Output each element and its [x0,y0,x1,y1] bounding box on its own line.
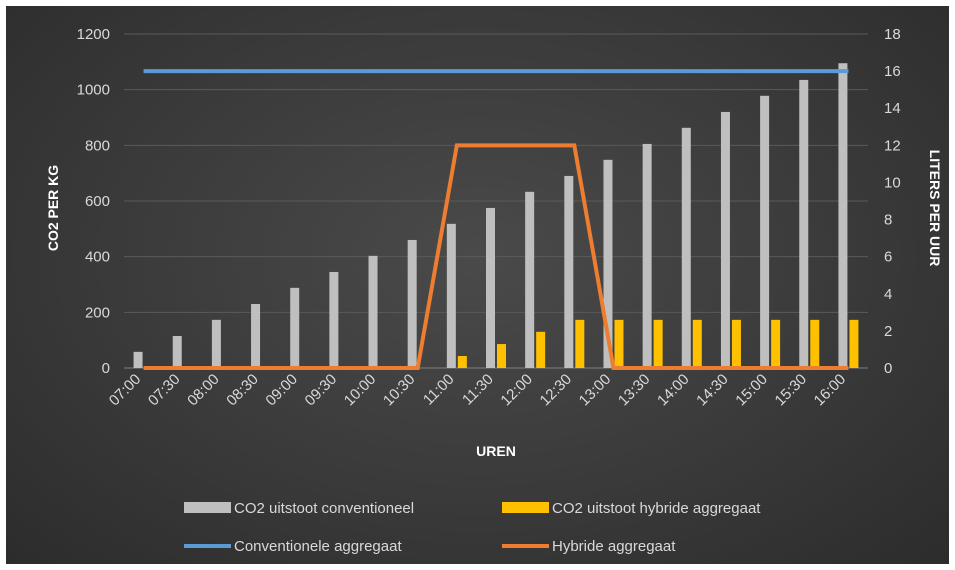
y2-tick-label: 18 [884,26,901,43]
bar-conventioneel [251,303,261,368]
bar-conventioneel [486,207,495,368]
bar-conventioneel [603,159,613,368]
y2-tick-label: 4 [884,286,892,303]
bar-conventioneel [838,63,848,368]
x-tick-label: 07:30 [145,371,184,410]
legend-label: Conventionele aggregaat [234,538,402,555]
bar-conventioneel [407,239,417,368]
bar-hybride [536,331,546,368]
x-tick-label: 09:00 [262,371,301,410]
y2-tick-label: 6 [884,249,892,266]
combo-chart: 0 200 400 600 800 1000 1200 0 2 4 6 8 10 12 14 16 18 07:0… [45,26,943,555]
x-tick-label: 14:30 [693,371,732,410]
x-tick-label: 12:00 [497,371,536,410]
bar-hybride [614,319,624,368]
bar-conventioneel [211,319,221,368]
bars [133,63,859,369]
bar-hybride [849,319,859,368]
gridlines [124,33,868,369]
y2-tick-label: 8 [884,212,892,229]
bar-conventioneel [681,127,691,368]
y2-tick-label: 16 [884,63,901,80]
legend-label: CO2 uitstoot hybride aggregaat [552,500,761,517]
bar-hybride [771,319,781,368]
bar-hybride [653,319,663,368]
bar-hybride [810,319,820,368]
x-tick-label: 14:00 [654,371,693,410]
x-tick-label: 10:00 [341,371,380,410]
legend: CO2 uitstoot conventioneel CO2 uitstoot h… [184,500,761,555]
y-tick-label: 200 [85,304,110,321]
x-tick-label: 15:30 [772,371,811,410]
chart-area: 0 200 400 600 800 1000 1200 0 2 4 6 8 10 12 14 16 18 07:0… [6,6,949,564]
y-tick-label: 1200 [77,26,110,43]
bar-conventioneel [525,191,535,368]
x-tick-label: 13:00 [576,371,615,410]
y2-tick-label: 0 [884,360,892,377]
bar-conventioneel [290,287,300,368]
line-hybride-aggregaat [143,143,849,370]
y-tick-label: 600 [85,193,110,210]
y2-tick-label: 12 [884,137,901,154]
bar-conventioneel [446,223,456,368]
bar-conventioneel [720,111,730,368]
y-axis-title: CO2 PER KG [45,165,61,251]
bar-hybride [692,319,702,368]
bar-conventioneel [172,335,182,368]
legend-swatch [184,502,231,513]
bar-hybride [497,344,506,368]
bar-conventioneel [329,271,339,368]
bar-hybride [457,356,467,368]
x-tick-label: 11:00 [420,371,458,409]
bar-hybride [575,319,585,368]
y2-tick-label: 14 [884,100,901,117]
legend-label: CO2 uitstoot conventioneel [234,500,414,517]
x-tick-label: 08:00 [184,371,223,410]
x-tick-label: 08:30 [223,371,262,410]
bar-conventioneel [642,143,652,368]
x-tick-label: 12:30 [537,371,576,410]
y-tick-label: 1000 [77,82,110,99]
x-tick-label: 07:00 [106,371,145,410]
y2-tick-label: 10 [884,174,901,191]
bar-conventioneel [564,175,574,368]
bar-hybride [731,319,741,368]
bar-conventioneel [760,95,770,368]
y2-axis-title: LITERS PER UUR [927,150,943,267]
legend-label: Hybride aggregaat [552,538,676,555]
legend-swatch [502,502,549,513]
x-axis-title: UREN [476,443,516,459]
bar-conventioneel [133,351,143,368]
y-tick-label: 800 [85,137,110,154]
bar-conventioneel [799,79,809,369]
x-tick-label: 13:30 [615,371,654,410]
y-tick-label: 400 [85,249,110,266]
x-tick-label: 10:30 [380,371,419,410]
x-tick-label: 15:00 [732,371,771,410]
x-tick-label: 16:00 [811,371,850,410]
y-tick-label: 0 [102,360,110,377]
x-tick-label: 09:30 [302,371,341,410]
series-lines [143,69,849,370]
bar-conventioneel [368,255,378,368]
x-tick-label: 11:30 [459,371,497,409]
y2-tick-label: 2 [884,323,892,340]
